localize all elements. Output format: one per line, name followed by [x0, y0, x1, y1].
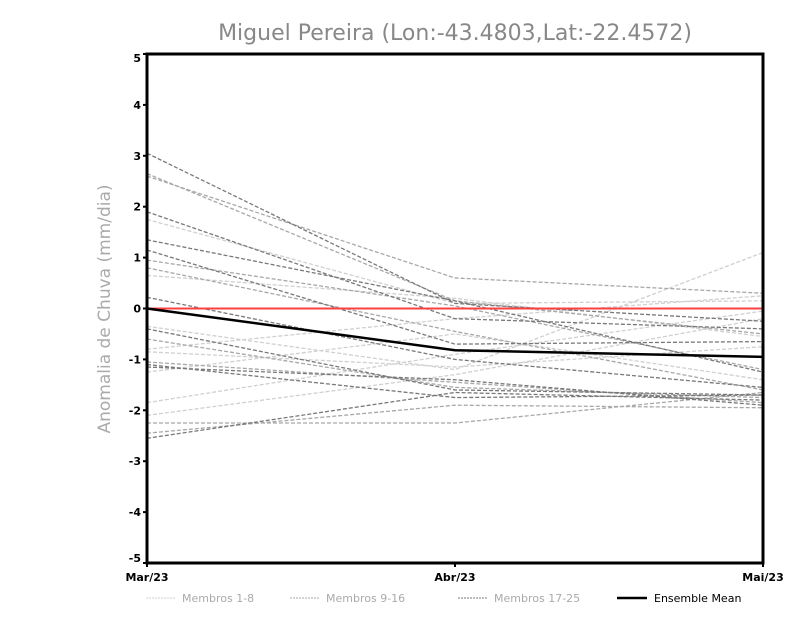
legend-label-3: Membros 17-25: [494, 592, 580, 605]
y-tick-label: 3: [133, 150, 141, 163]
x-tick-label: Abr/23: [434, 571, 475, 584]
member-line-m14: [146, 361, 764, 404]
y-tick-label: 5: [133, 52, 141, 65]
y-tick-label: -4: [129, 506, 142, 519]
member-line-m7: [146, 333, 764, 381]
y-tick-label: -5: [129, 552, 141, 565]
ensemble-mean-line: [146, 307, 764, 359]
member-line-m24: [146, 366, 764, 406]
y-tick-label: 2: [133, 201, 141, 214]
member-line-m17: [146, 152, 764, 322]
axes: 5 4 3 2 1 0 -1 -2 -3 -4 -5 Mar/23 Abr/23 Mai/23: [125, 52, 783, 584]
member-line-m8: [146, 274, 764, 338]
member-line-m23: [146, 363, 764, 399]
member-line-m21: [146, 296, 764, 389]
y-tick-label: -2: [129, 404, 141, 417]
member-line-m2: [146, 251, 764, 371]
legend-label-mean: Ensemble Mean: [654, 592, 741, 605]
legend-label-1: Membros 1-8: [182, 592, 254, 605]
x-tick-label: Mar/23: [125, 571, 168, 584]
y-tick-label: -1: [129, 353, 141, 366]
member-line-m19: [146, 239, 764, 373]
y-axis-label: Anomalia de Chuva (mm/dia): [95, 184, 115, 433]
member-line-m18: [146, 211, 764, 330]
member-line-m12: [146, 267, 764, 391]
legend: Membros 1-8 Membros 9-16 Membros 17-25 Ense…: [146, 592, 741, 605]
member-line-m13: [146, 338, 764, 399]
member-line-m25: [146, 391, 764, 439]
member-line-m20: [146, 249, 764, 345]
y-tick-label: -3: [129, 455, 141, 468]
member-line-m9: [146, 175, 764, 294]
y-tick-label: 1: [133, 252, 141, 265]
chart-title: Miguel Pereira (Lon:-43.4803,Lat:-22.457…: [218, 21, 692, 46]
y-tick-label: 0: [133, 303, 141, 316]
member-line-m22: [146, 328, 764, 396]
member-lines: [146, 152, 764, 439]
legend-label-2: Membros 9-16: [326, 592, 405, 605]
x-tick-label: Mai/23: [742, 571, 783, 584]
y-tick-label: 4: [133, 99, 141, 112]
member-line-m16: [146, 404, 764, 434]
member-line-m1: [146, 218, 764, 305]
member-line-m11: [146, 259, 764, 371]
member-line-m6: [146, 346, 764, 368]
member-line-m5: [146, 318, 764, 417]
